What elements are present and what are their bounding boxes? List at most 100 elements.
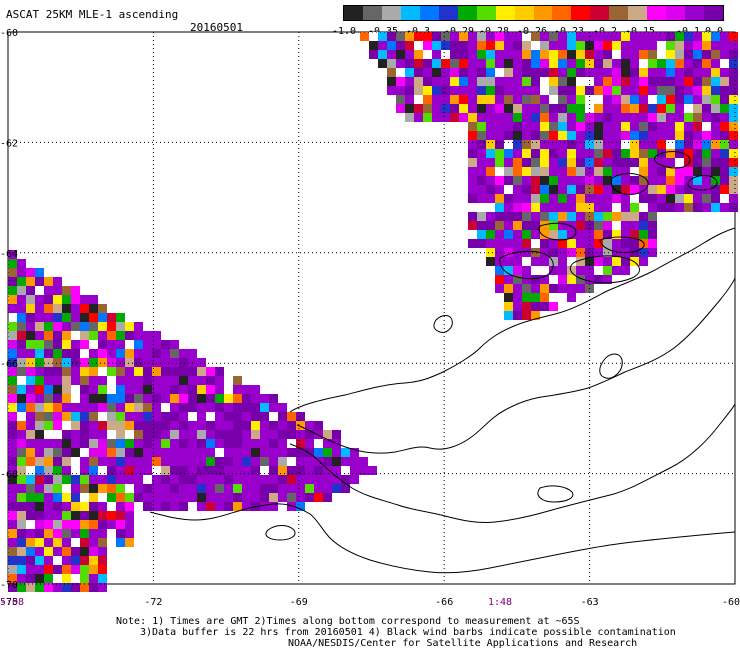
data-cell	[188, 457, 197, 466]
data-cell	[405, 68, 414, 77]
data-cell	[179, 475, 188, 484]
data-cell	[594, 248, 603, 257]
data-cell	[26, 511, 35, 520]
data-cell	[531, 311, 540, 320]
data-cell	[242, 457, 251, 466]
data-cell	[432, 86, 441, 95]
data-cell	[612, 59, 621, 68]
data-cell	[612, 149, 621, 158]
data-cell	[531, 122, 540, 131]
data-cell	[585, 86, 594, 95]
data-cell	[53, 376, 62, 385]
data-cell	[648, 86, 657, 95]
data-cell	[549, 266, 558, 275]
data-cell	[630, 176, 639, 185]
data-cell	[170, 367, 179, 376]
data-cell	[251, 403, 260, 412]
data-cell	[486, 230, 495, 239]
data-cell	[53, 421, 62, 430]
data-cell	[720, 158, 729, 167]
data-cell	[495, 284, 504, 293]
data-cell	[648, 131, 657, 140]
data-cell	[35, 394, 44, 403]
data-cell	[603, 176, 612, 185]
data-cell	[179, 439, 188, 448]
data-cell	[80, 322, 89, 331]
data-cell	[549, 257, 558, 266]
data-cell	[80, 556, 89, 565]
data-cell	[80, 430, 89, 439]
data-cell	[720, 167, 729, 176]
data-cell	[666, 104, 675, 113]
data-cell	[522, 311, 531, 320]
data-cell	[702, 176, 711, 185]
data-cell	[26, 439, 35, 448]
data-cell	[62, 286, 71, 295]
data-cell	[8, 394, 17, 403]
data-cell	[62, 556, 71, 565]
data-cell	[576, 158, 585, 167]
data-cell	[89, 367, 98, 376]
data-cell	[378, 50, 387, 59]
data-cell	[161, 340, 170, 349]
data-cell	[152, 448, 161, 457]
data-cell	[630, 50, 639, 59]
data-cell	[720, 68, 729, 77]
data-cell	[531, 131, 540, 140]
data-cell	[44, 349, 53, 358]
data-cell	[134, 385, 143, 394]
data-cell	[693, 176, 702, 185]
data-cell	[44, 556, 53, 565]
data-cell	[630, 86, 639, 95]
data-cell	[459, 113, 468, 122]
data-cell	[621, 167, 630, 176]
colorbar-swatch	[628, 6, 648, 20]
data-cell	[161, 439, 170, 448]
data-cell	[35, 538, 44, 547]
data-cell	[684, 194, 693, 203]
data-cell	[558, 158, 567, 167]
data-cell	[684, 77, 693, 86]
data-cell	[170, 412, 179, 421]
data-cell	[170, 502, 179, 511]
data-cell	[567, 221, 576, 230]
data-cell	[648, 221, 657, 230]
data-cell	[450, 104, 459, 113]
colorbar-swatch	[590, 6, 610, 20]
data-cell	[8, 403, 17, 412]
data-cell	[486, 239, 495, 248]
data-cell	[251, 475, 260, 484]
data-cell	[648, 149, 657, 158]
data-cell	[296, 466, 305, 475]
data-cell	[80, 331, 89, 340]
data-cell	[98, 484, 107, 493]
data-cell	[576, 122, 585, 131]
data-cell	[549, 194, 558, 203]
data-cell	[350, 457, 359, 466]
data-cell	[260, 448, 269, 457]
data-cell	[71, 394, 80, 403]
data-cell	[423, 68, 432, 77]
data-cell	[62, 475, 71, 484]
data-cell	[567, 284, 576, 293]
data-cell	[251, 394, 260, 403]
data-cell	[540, 131, 549, 140]
data-cell	[657, 140, 666, 149]
data-cell	[729, 149, 738, 158]
data-cell	[567, 122, 576, 131]
data-cell	[143, 493, 152, 502]
data-cell	[612, 104, 621, 113]
data-cell	[432, 50, 441, 59]
data-cell	[107, 484, 116, 493]
data-cell	[17, 466, 26, 475]
data-cell	[450, 95, 459, 104]
data-cell	[260, 475, 269, 484]
data-cell	[504, 50, 513, 59]
data-cell	[477, 104, 486, 113]
data-cell	[477, 59, 486, 68]
data-cell	[468, 50, 477, 59]
data-cell	[630, 113, 639, 122]
data-cell	[98, 466, 107, 475]
data-cell	[639, 50, 648, 59]
data-cell	[323, 466, 332, 475]
